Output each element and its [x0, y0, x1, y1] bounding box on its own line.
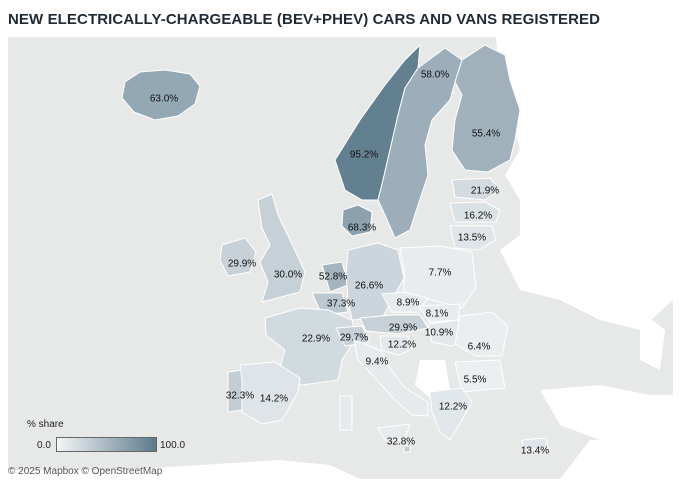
region-romania [454, 311, 509, 357]
region-malta [403, 445, 411, 453]
region-poland [399, 245, 477, 309]
region-italy [339, 395, 353, 431]
region-france [264, 307, 357, 386]
region-ireland [219, 237, 257, 277]
value-label-iceland: 63.0% [149, 93, 179, 105]
value-label-denmark: 68.3% [347, 222, 377, 234]
value-label-bulgaria: 5.5% [463, 374, 487, 386]
region-italy [377, 423, 411, 441]
region-lithuania [449, 225, 497, 251]
region-latvia [449, 201, 501, 223]
value-label-sweden: 58.0% [420, 69, 450, 81]
value-label-austria: 29.9% [388, 322, 418, 334]
legend-min-label: 0.0 [37, 440, 51, 451]
choropleth-layer [121, 44, 549, 453]
value-label-ireland: 29.9% [227, 258, 257, 270]
region-united-kingdom [257, 193, 306, 303]
value-label-czechia: 8.9% [396, 297, 420, 309]
region-cyprus [521, 437, 549, 451]
value-label-layer: 63.0% 95.2% 58.0% 55.4% 21.9% 16.2% 13.5% 68.3%… [8, 37, 673, 479]
region-finland [451, 44, 521, 173]
map-canvas[interactable]: 63.0% 95.2% 58.0% 55.4% 21.9% 16.2% 13.5% 68.3%… [8, 37, 673, 479]
legend-max-label: 100.0 [160, 440, 186, 451]
region-italy [353, 339, 429, 417]
value-label-cyprus: 13.4% [520, 445, 550, 457]
region-austria [359, 314, 429, 335]
region-denmark [341, 204, 373, 237]
region-estonia [451, 177, 501, 201]
legend-title: % share [27, 419, 64, 430]
legend-gradient-bar [56, 437, 157, 452]
value-label-estonia: 21.9% [470, 185, 500, 197]
value-label-latvia: 16.2% [463, 210, 493, 222]
value-label-malta: 32.8% [386, 436, 416, 448]
background-land [8, 37, 673, 479]
value-label-poland: 7.7% [428, 267, 452, 279]
value-label-germany: 26.6% [354, 280, 384, 292]
value-label-greece: 12.2% [438, 401, 468, 413]
value-label-united-kingdom: 30.0% [273, 269, 303, 281]
value-label-italy: 9.4% [365, 356, 389, 368]
map-svg [8, 37, 673, 479]
value-label-romania: 6.4% [467, 341, 491, 353]
value-label-slovenia: 12.2% [387, 339, 417, 351]
region-slovenia [379, 335, 413, 356]
region-iceland [121, 69, 201, 121]
value-label-spain: 14.2% [259, 393, 289, 405]
value-label-portugal: 32.3% [225, 390, 255, 402]
region-switzerland [335, 325, 371, 347]
value-label-switzerland: 29.7% [339, 332, 369, 344]
map-title: NEW ELECTRICALLY-CHARGEABLE (BEV+PHEV) C… [8, 11, 601, 28]
region-czechia [381, 291, 429, 313]
value-label-france: 22.9% [301, 333, 331, 345]
region-greece [429, 387, 473, 441]
region-bulgaria [454, 359, 506, 393]
region-spain [239, 361, 301, 425]
value-label-finland: 55.4% [471, 128, 501, 140]
value-label-lithuania: 13.5% [457, 232, 487, 244]
value-label-netherlands: 52.8% [318, 271, 348, 283]
value-label-belgium: 37.3% [326, 298, 356, 310]
value-label-hungary: 10.9% [424, 327, 454, 339]
value-label-slovakia: 8.1% [425, 308, 449, 320]
value-label-norway: 95.2% [349, 149, 379, 161]
map-attribution[interactable]: © 2025 Mapbox © OpenStreetMap [8, 466, 163, 477]
